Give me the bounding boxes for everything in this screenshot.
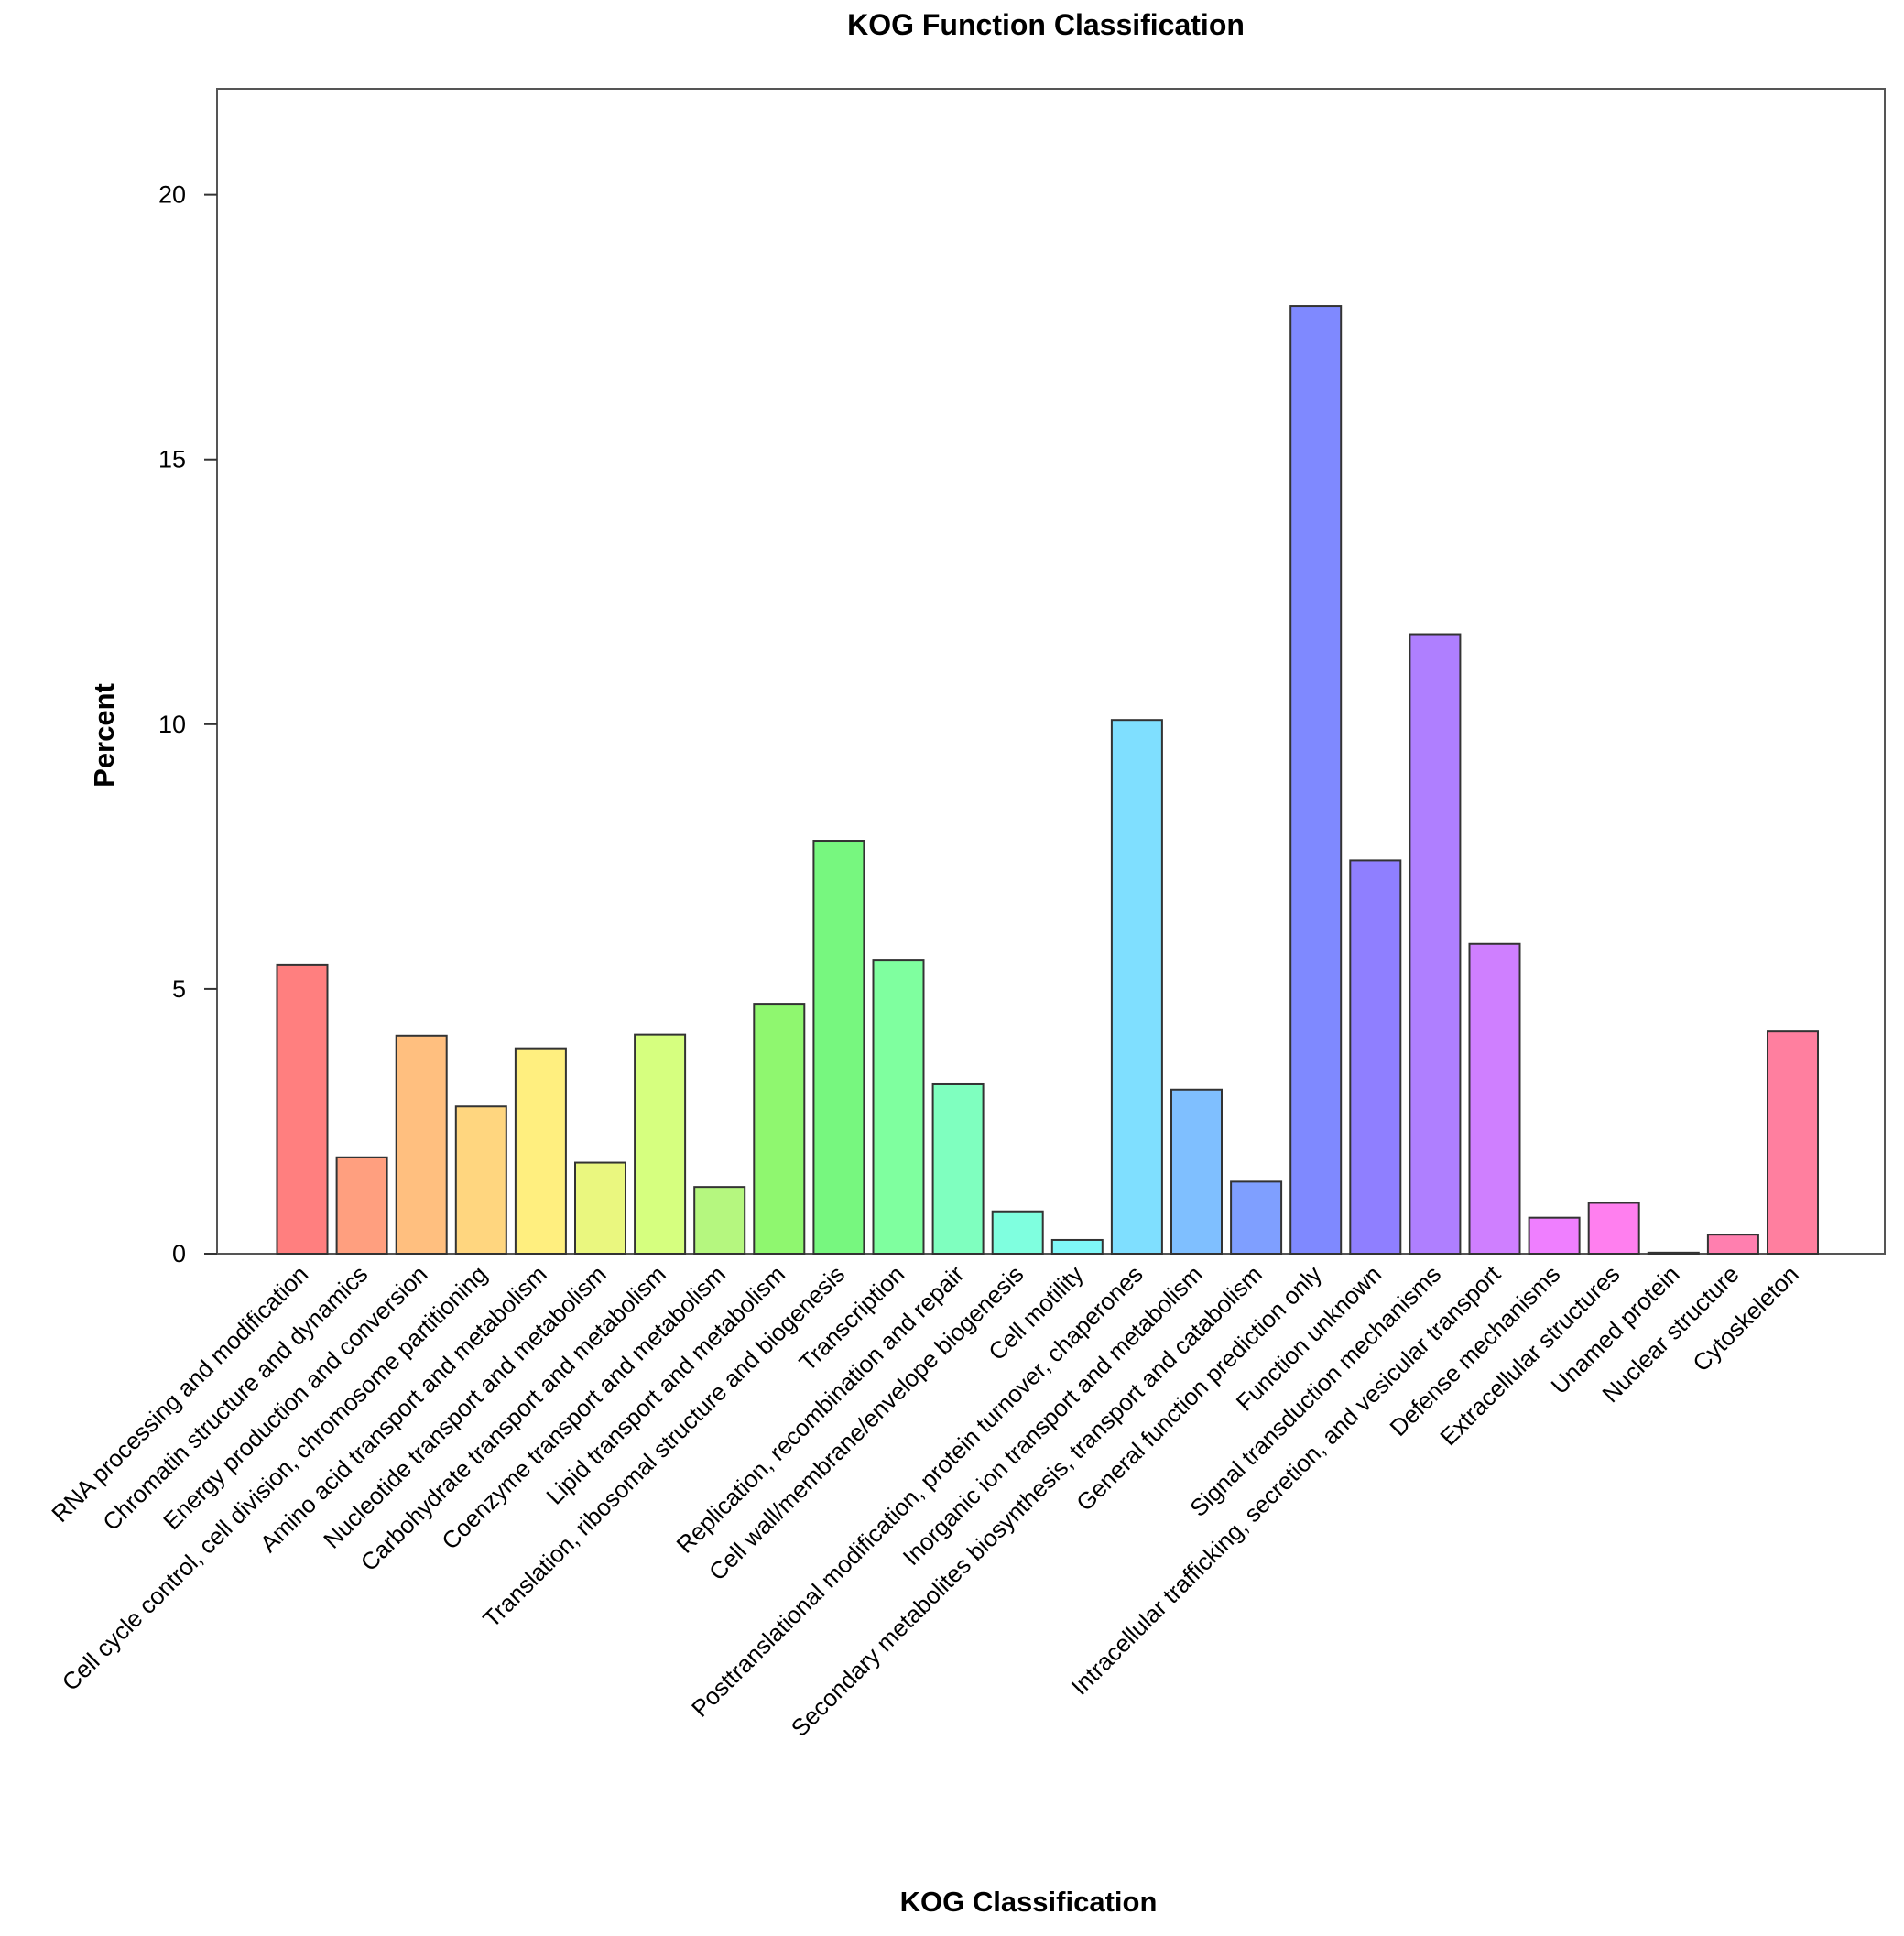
bar [1647, 1251, 1700, 1255]
category-label: Cell cycle control, cell division, chrom… [57, 1260, 493, 1696]
bars [276, 305, 1819, 1256]
bar [454, 1105, 507, 1256]
bar [1289, 305, 1343, 1255]
bar [1349, 859, 1402, 1255]
bar [276, 963, 329, 1255]
y-tick-label: 0 [172, 1240, 186, 1267]
bar [335, 1156, 388, 1255]
bar [514, 1047, 567, 1255]
bar [1110, 719, 1163, 1255]
bar [1706, 1234, 1759, 1255]
bar [634, 1033, 687, 1255]
bar [753, 1003, 806, 1255]
y-tick-label: 20 [158, 181, 186, 209]
bar [872, 959, 925, 1256]
bar [991, 1210, 1044, 1256]
y-tick-label: 15 [158, 446, 186, 473]
bar [1587, 1202, 1640, 1255]
category-labels: RNA processing and modificationChromatin… [46, 1259, 1804, 1742]
x-axis-title: KOG Classification [900, 1886, 1158, 1918]
bar [1050, 1238, 1104, 1256]
bar [395, 1034, 448, 1255]
bar [1468, 942, 1521, 1256]
bar [1409, 633, 1462, 1255]
bar [1230, 1180, 1283, 1256]
chart-title: KOG Function Classification [847, 8, 1245, 41]
y-axis-title: Percent [88, 683, 120, 788]
bar [1767, 1030, 1819, 1256]
bar [1170, 1088, 1223, 1256]
bar [693, 1186, 746, 1255]
y-axis: 0 5 10 15 20 [158, 181, 217, 1267]
bar [931, 1082, 985, 1255]
bar [1528, 1216, 1581, 1255]
bar [812, 840, 865, 1255]
plot-frame [216, 88, 1886, 1255]
y-tick-label: 5 [172, 975, 186, 1003]
y-tick-label: 10 [158, 711, 186, 738]
bar [574, 1161, 626, 1256]
